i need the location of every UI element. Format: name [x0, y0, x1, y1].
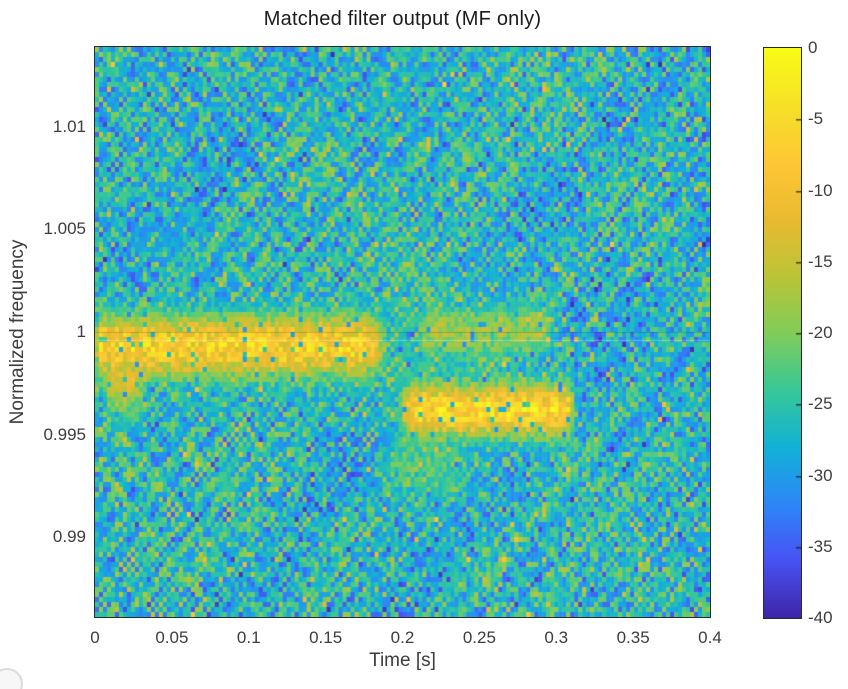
colorbar-tick-label: -15: [808, 251, 833, 271]
colorbar-tick-label: -10: [808, 180, 833, 200]
colorbar-tick-label: -35: [808, 536, 833, 556]
y-tick-label: 0.995: [43, 424, 86, 444]
corner-watermark-artifact: [0, 668, 23, 689]
colorbar-tick-label: -25: [808, 394, 833, 414]
colorbar-tick-label: -30: [808, 465, 833, 485]
colorbar-tick-label: -5: [808, 109, 824, 129]
x-tick-label: 0.1: [236, 628, 261, 647]
x-tick-label: 0.25: [462, 628, 496, 647]
colorbar: [763, 47, 802, 619]
chart-title: Matched filter output (MF only): [263, 8, 542, 30]
y-tick-label: 0.99: [52, 527, 86, 547]
colorbar-tick-label: -40: [808, 608, 833, 627]
colorbar-canvas: [764, 48, 801, 618]
x-tick-label: 0.05: [155, 628, 189, 647]
y-tick-label: 1: [76, 322, 86, 341]
x-tick-label: 0.15: [309, 628, 343, 647]
heatmap-canvas: [95, 47, 710, 617]
x-tick-label: 0.4: [698, 628, 722, 647]
colorbar-tick-label: -20: [808, 323, 833, 342]
y-tick-label: 1.01: [52, 116, 86, 136]
x-tick-label: 0.2: [390, 628, 415, 647]
x-tick-label: 0.3: [544, 628, 569, 647]
plot-area: [94, 46, 711, 618]
colorbar-tick-label: 0: [808, 38, 818, 57]
x-tick-label: 0: [90, 628, 100, 647]
x-axis-label: Time [s]: [369, 650, 436, 671]
y-tick-label: 1.005: [43, 219, 86, 239]
x-tick-label: 0.35: [616, 628, 650, 647]
